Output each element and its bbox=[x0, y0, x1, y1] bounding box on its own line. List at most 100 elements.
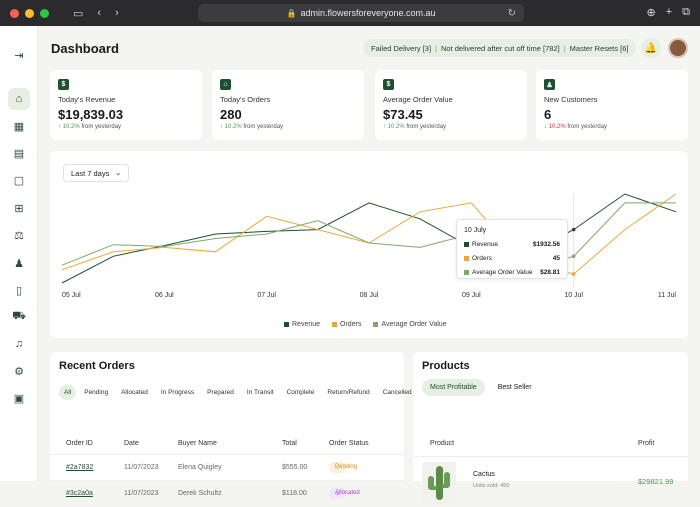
recent-orders-card: Recent Orders All Pending Allocated In P… bbox=[50, 352, 412, 499]
forward-icon[interactable]: › bbox=[115, 7, 119, 19]
kpi-card-revenue: $ Today's Revenue $19,839.03 ↑ 10.2% fro… bbox=[50, 70, 202, 140]
product-row[interactable]: Cactus Units sold: 450 $29821.99 bbox=[413, 456, 688, 506]
line-chart: 05 Jul 06 Jul 07 Jul 08 Jul 09 Jul 10 Jul 11 J… bbox=[61, 193, 677, 299]
kpi-card-customers: ♟ New Customers 6 ↓ 10.2% from yesterday bbox=[536, 70, 688, 140]
avatar[interactable] bbox=[668, 38, 688, 58]
logout-icon[interactable]: ⇥ bbox=[14, 49, 24, 62]
filter-allocated[interactable]: Allocated bbox=[121, 389, 148, 396]
order-id-link[interactable]: #3c2a0a bbox=[66, 490, 93, 497]
clipboard-icon[interactable]: ▤ bbox=[13, 147, 25, 160]
tooltip-row-aov: Average Order Value $28.81 bbox=[464, 269, 560, 276]
kpi-delta: ↑ 10.2% from yesterday bbox=[383, 124, 447, 130]
table-row[interactable]: #3c2a0a 11/07/2023 Derek Schultz $118.00… bbox=[50, 480, 404, 506]
product-name: Cactus bbox=[473, 471, 495, 478]
chart-tooltip: 10 July Revenue $1932.56 Orders 45 Average… bbox=[456, 219, 568, 279]
sales-chart-card: Last 7 days ⌄ 05 Jul 06 Jul 07 Jul 08 Jul 09… bbox=[50, 151, 688, 338]
column-header-total[interactable]: Total bbox=[282, 440, 297, 447]
order-date: 11/07/2023 bbox=[124, 464, 159, 471]
close-window-button[interactable] bbox=[10, 8, 19, 18]
x-tick-label: 11 Jul bbox=[658, 292, 677, 299]
alert-failed-delivery[interactable]: Failed Delivery [3] bbox=[371, 43, 432, 53]
filter-cancelled[interactable]: Cancelled bbox=[382, 389, 412, 396]
recent-orders-title: Recent Orders bbox=[59, 360, 135, 372]
products-card: Products Most Profitable Best Seller Pro… bbox=[413, 352, 688, 504]
kpi-label: Average Order Value bbox=[383, 95, 453, 104]
x-tick-label: 06 Jul bbox=[155, 292, 174, 299]
order-total: $555.00 bbox=[282, 464, 308, 471]
notification-bell-icon[interactable]: 🔔 bbox=[641, 38, 661, 58]
tab-most-profitable[interactable]: Most Profitable bbox=[422, 379, 485, 396]
bell-icon[interactable]: ♫ bbox=[14, 338, 24, 350]
order-date: 11/07/2023 bbox=[124, 490, 159, 497]
kpi-label: Today's Orders bbox=[220, 95, 271, 104]
alert-master-resets[interactable]: Master Resets [6] bbox=[569, 43, 629, 53]
product-units-sold: Units sold: 450 bbox=[473, 483, 510, 489]
filter-return-refund[interactable]: Return/Refund bbox=[327, 389, 370, 396]
kpi-label: New Customers bbox=[544, 95, 598, 104]
zoom-window-button[interactable] bbox=[40, 8, 49, 18]
address-bar[interactable]: 🔒 admin.flowersforeveryone.com.au ↻ bbox=[198, 4, 524, 22]
legend-item-revenue[interactable]: Revenue bbox=[284, 321, 320, 328]
document-icon[interactable]: ▯ bbox=[15, 284, 23, 297]
sidebar-toggle-icon[interactable]: ▭ bbox=[73, 7, 84, 20]
filter-in-progress[interactable]: In Progress bbox=[160, 389, 195, 396]
x-tick-label: 10 Jul bbox=[564, 292, 583, 299]
new-tab-icon[interactable]: + bbox=[665, 6, 673, 18]
status-badge[interactable]: Allocated ⌄ bbox=[329, 488, 360, 499]
filter-complete[interactable]: Complete bbox=[286, 389, 315, 396]
column-header-profit[interactable]: Profit bbox=[638, 440, 655, 447]
kpi-label: Today's Revenue bbox=[58, 95, 116, 104]
filter-all[interactable]: All bbox=[59, 385, 77, 400]
x-tick-label: 08 Jul bbox=[360, 292, 379, 299]
alerts-bar[interactable]: Failed Delivery [3] | Not delivered afte… bbox=[363, 39, 637, 57]
buyer-name: Derek Schultz bbox=[178, 490, 222, 497]
legend-item-orders[interactable]: Orders bbox=[332, 321, 361, 328]
download-icon[interactable]: ⊕ bbox=[646, 7, 656, 19]
date-range-label: Last 7 days bbox=[71, 168, 110, 178]
buyer-name: Elena Quigley bbox=[178, 464, 222, 471]
user-icon[interactable]: ♟ bbox=[14, 257, 24, 270]
dollar-icon: $ bbox=[58, 79, 69, 90]
filter-prepared[interactable]: Prepared bbox=[207, 389, 234, 396]
column-header-buyer[interactable]: Buyer Name bbox=[178, 440, 217, 447]
reload-icon[interactable]: ↻ bbox=[507, 7, 516, 19]
x-tick-label: 05 Jul bbox=[62, 292, 81, 299]
tooltip-row-orders: Orders 45 bbox=[464, 255, 560, 262]
order-id-link[interactable]: #2a7832 bbox=[66, 464, 94, 471]
home-icon[interactable]: ⌂ bbox=[8, 88, 30, 110]
kpi-card-orders: ⌂ Today's Orders 280 ↑ 10.2% from yester… bbox=[212, 70, 364, 140]
chart-legend: Revenue Orders Average Order Value bbox=[284, 321, 447, 328]
filter-pending[interactable]: Pending bbox=[84, 389, 109, 396]
status-badge[interactable]: Pending ⌄ bbox=[329, 462, 357, 473]
legend-item-aov[interactable]: Average Order Value bbox=[373, 321, 447, 328]
table-row[interactable]: #2a7832 11/07/2023 Elena Quigley $555.00… bbox=[50, 454, 404, 480]
chat-icon[interactable]: ▢ bbox=[13, 174, 25, 187]
org-chart-icon[interactable]: ⊞ bbox=[14, 202, 24, 215]
back-icon[interactable]: ‹ bbox=[97, 7, 102, 19]
alert-late-delivery[interactable]: Not delivered after cut off time [782] bbox=[441, 43, 560, 53]
gear-icon[interactable]: ⚙ bbox=[14, 365, 24, 378]
tooltip-title: 10 July bbox=[464, 227, 487, 234]
product-profit: $29821.99 bbox=[638, 477, 674, 486]
user-icon: ♟ bbox=[544, 79, 555, 90]
truck-icon[interactable]: ⛟ bbox=[12, 310, 26, 322]
main-content: Dashboard Failed Delivery [3] | Not deli… bbox=[38, 26, 700, 504]
column-header-status[interactable]: Order Status bbox=[329, 440, 369, 447]
tab-best-seller[interactable]: Best Seller bbox=[497, 384, 532, 391]
lock-icon: 🔒 bbox=[286, 8, 297, 18]
sidebar: ⇥ ⌂ ▦ ▤ ▢ ⊞ ⚖ ♟ ▯ ⛟ ♫ ⚙ ▣ bbox=[0, 26, 38, 481]
scale-icon[interactable]: ⚖ bbox=[14, 229, 24, 242]
date-range-select[interactable]: Last 7 days ⌄ bbox=[63, 164, 129, 182]
calendar-icon[interactable]: ▦ bbox=[13, 120, 25, 133]
orders-table-header: Order ID Date Buyer Name Total Order Sta… bbox=[50, 413, 404, 447]
tab-overview-icon[interactable]: ⧉ bbox=[682, 6, 690, 18]
series-line-1 bbox=[61, 193, 677, 275]
minimize-window-button[interactable] bbox=[25, 8, 34, 18]
column-header-order-id[interactable]: Order ID bbox=[66, 440, 93, 447]
x-tick-label: 07 Jul bbox=[257, 292, 276, 299]
filter-in-transit[interactable]: In Transit bbox=[246, 389, 274, 396]
map-icon[interactable]: ▣ bbox=[13, 392, 25, 405]
column-header-date[interactable]: Date bbox=[124, 440, 139, 447]
column-header-product[interactable]: Product bbox=[430, 440, 455, 447]
series-line-2 bbox=[61, 202, 676, 271]
